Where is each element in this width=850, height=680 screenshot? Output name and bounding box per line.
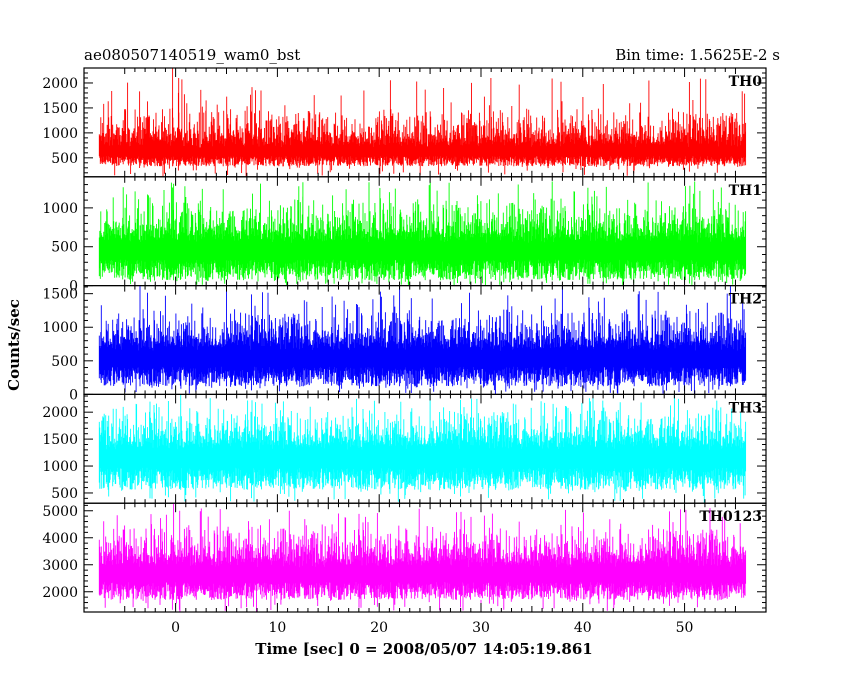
panel-th0: 500 1000 1500 2000 TH0 — [42, 67, 767, 178]
y-tick-label-th0-1500: 1500 — [42, 101, 78, 117]
y-tick-label-th1-1000: 1000 — [42, 201, 78, 217]
x-axis-label: Time [sec] 0 = 2008/05/07 14:05:19.861 — [255, 640, 592, 658]
series-th0123 — [98, 503, 747, 612]
panel-th2: 0 500 1000 1500 TH2 — [42, 285, 767, 403]
x-tick-label-40: 40 — [574, 620, 592, 636]
panel-label-th3: TH3 — [729, 400, 762, 416]
x-tick-label-30: 30 — [472, 620, 490, 636]
panel-label-th0123: TH0123 — [699, 509, 762, 525]
x-tick-label-20: 20 — [370, 620, 388, 636]
panel-th0123: 2000 3000 4000 5000 TH0123 — [42, 502, 767, 613]
y-axis-label: Counts/sec — [5, 299, 23, 391]
y-tick-label-th3-500: 500 — [51, 486, 78, 502]
series-th1 — [98, 181, 747, 286]
panel-label-th0: TH0 — [729, 74, 763, 90]
y-tick-label-th1-0: 0 — [69, 279, 78, 295]
y-tick-label-th2-1000: 1000 — [42, 320, 78, 336]
y-tick-label-th3-1500: 1500 — [42, 432, 78, 448]
bin-time-label: Bin time: 1.5625E-2 s — [615, 46, 780, 64]
y-tick-label-th3-1000: 1000 — [42, 459, 78, 475]
y-tick-label-th0-500: 500 — [51, 151, 78, 167]
y-tick-label-th0-1000: 1000 — [42, 126, 78, 142]
series-th3 — [98, 394, 747, 503]
panel-label-th1: TH1 — [729, 183, 762, 199]
y-tick-label-th0123-5000: 5000 — [42, 504, 78, 520]
panel-th3: 500 1000 1500 2000 TH3 — [42, 393, 767, 504]
panel-label-th2: TH2 — [729, 292, 762, 308]
series-th2 — [98, 285, 747, 395]
y-tick-label-th0123-3000: 3000 — [42, 558, 78, 574]
y-tick-label-th1-500: 500 — [51, 240, 78, 256]
series-th0 — [98, 68, 747, 177]
y-tick-label-th0-2000: 2000 — [42, 76, 78, 92]
y-tick-label-th0123-4000: 4000 — [42, 531, 78, 547]
panel-th1: 0 500 1000 TH1 — [42, 176, 767, 295]
y-tick-label-th2-0: 0 — [69, 387, 78, 403]
x-tick-label-50: 50 — [676, 620, 694, 636]
y-tick-label-th0123-2000: 2000 — [42, 585, 78, 601]
x-tick-label-0: 0 — [171, 620, 180, 636]
x-tick-label-10: 10 — [268, 620, 286, 636]
chart-title: ae080507140519_wam0_bst — [84, 46, 300, 64]
y-tick-label-th2-1500: 1500 — [42, 287, 78, 303]
y-tick-label-th3-2000: 2000 — [42, 405, 78, 421]
y-tick-label-th2-500: 500 — [51, 354, 78, 370]
panel-frame-th0123 — [83, 502, 767, 613]
